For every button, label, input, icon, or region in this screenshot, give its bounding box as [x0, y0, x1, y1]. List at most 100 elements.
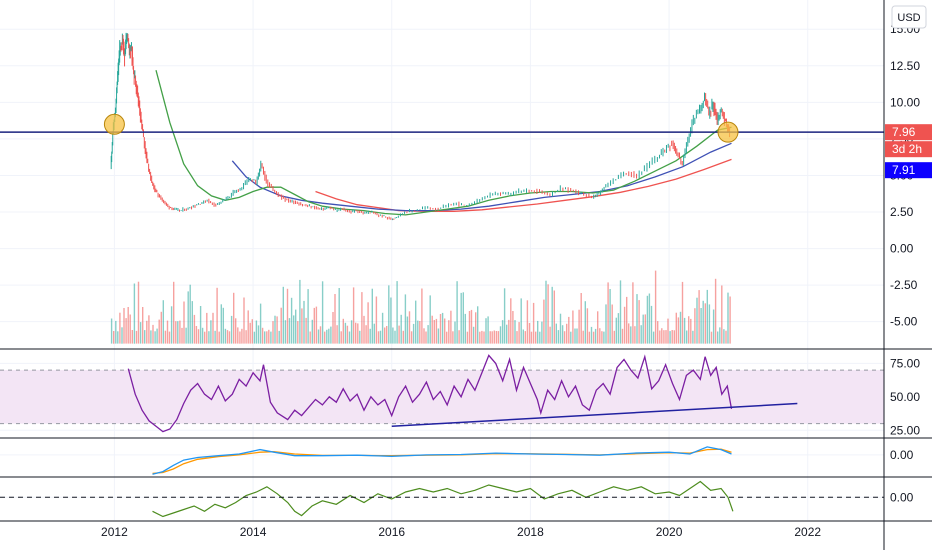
volume-bar — [576, 328, 578, 344]
volume-bar — [228, 331, 231, 344]
volume-bar — [499, 326, 502, 344]
volume-bar — [642, 314, 644, 344]
volume-bar — [317, 329, 320, 344]
volume-bar — [121, 327, 123, 344]
volume-bar — [305, 317, 307, 344]
volume-bar — [514, 320, 516, 344]
volume-bar — [139, 322, 142, 344]
volume-bar — [270, 331, 272, 344]
level-price-tag-background — [885, 162, 932, 179]
volume-bar — [243, 297, 245, 344]
volume-bar — [638, 300, 640, 344]
volume-bar — [470, 309, 473, 344]
rsi-trendline[interactable] — [391, 402, 798, 428]
volume-bar — [330, 326, 332, 344]
volume-bar — [313, 307, 315, 344]
volume-bar — [667, 318, 669, 344]
volume-bar — [719, 327, 721, 344]
volume-bar — [290, 297, 293, 344]
volume-bar — [226, 330, 229, 344]
volume-bar — [683, 317, 686, 344]
volume-bar — [437, 328, 440, 344]
x-tick-label: 2014 — [240, 525, 267, 539]
highlight-circle — [103, 113, 125, 135]
volume-bar — [400, 314, 402, 344]
volume-bar — [166, 320, 169, 344]
volume-bar — [464, 313, 466, 344]
series-layer — [110, 32, 734, 518]
volume-bar — [594, 328, 597, 344]
volume-bar — [425, 331, 427, 344]
volume-bar — [220, 304, 222, 344]
volume-bar — [545, 280, 547, 344]
rsi-band-layer — [0, 369, 884, 425]
volume-bar — [586, 308, 589, 344]
volume-bar — [661, 328, 663, 344]
volume-bar — [580, 293, 582, 344]
volume-bar — [191, 301, 193, 344]
volume-bar — [466, 331, 469, 344]
volume-bar — [706, 289, 708, 344]
volume-bar — [328, 328, 330, 344]
volume-bar — [657, 321, 659, 344]
last-price-tag-background — [885, 124, 932, 141]
volume-bar — [435, 318, 438, 344]
volume-bar — [543, 299, 545, 344]
volume-bar — [679, 311, 682, 344]
volume-bar — [367, 302, 369, 344]
x-tick-label: 2016 — [378, 525, 405, 539]
volume-bar — [319, 326, 322, 344]
volume-bar — [257, 325, 260, 344]
volume-bar — [210, 320, 212, 344]
y-tick-label: 12.50 — [890, 59, 920, 73]
volume-bar — [506, 324, 508, 344]
volume-bar — [195, 326, 198, 344]
volume-bar — [336, 325, 338, 344]
volume-bar — [396, 281, 398, 344]
volume-bar — [714, 278, 717, 344]
volume-bar — [375, 296, 378, 344]
volume-bar — [592, 331, 595, 344]
volume-bar — [524, 331, 526, 344]
volume-bar — [477, 306, 479, 344]
volume-bar — [249, 322, 251, 344]
volume-bar — [110, 318, 113, 344]
volume-bar — [311, 319, 313, 344]
volume-bar — [433, 320, 435, 344]
volume-bar — [206, 312, 208, 344]
volume-bar — [675, 312, 677, 344]
volume-bar — [419, 321, 421, 344]
volume-bar — [646, 295, 649, 344]
volume-bar — [663, 330, 665, 344]
volume-bar — [574, 328, 576, 344]
volume-bar — [357, 323, 359, 344]
volume-bar — [315, 306, 318, 344]
volume-bar — [599, 328, 601, 344]
volume-bar — [168, 331, 171, 344]
volume-bar — [247, 310, 249, 344]
macd-line — [152, 446, 732, 475]
volume-bar — [164, 330, 167, 344]
volume-bar — [501, 320, 504, 344]
volume-bar — [280, 307, 282, 344]
annotation-layer — [0, 113, 884, 498]
volume-bar — [394, 330, 396, 344]
volume-bar — [690, 318, 692, 344]
volume-bar — [309, 331, 311, 344]
volume-bar — [481, 330, 483, 344]
oscillator-line — [152, 480, 734, 518]
y-tick-label: 0.00 — [890, 490, 914, 504]
volume-bar — [410, 331, 413, 344]
volume-bar — [597, 311, 599, 344]
volume-bar — [371, 288, 373, 344]
volume-bar — [321, 281, 324, 344]
currency-button[interactable]: USD — [891, 5, 927, 29]
volume-bar — [115, 320, 117, 344]
volume-bar — [214, 330, 216, 344]
volume-bar — [654, 270, 657, 344]
volume-bar — [611, 304, 613, 344]
volume-bar — [452, 331, 454, 344]
volume-bar — [535, 331, 537, 344]
